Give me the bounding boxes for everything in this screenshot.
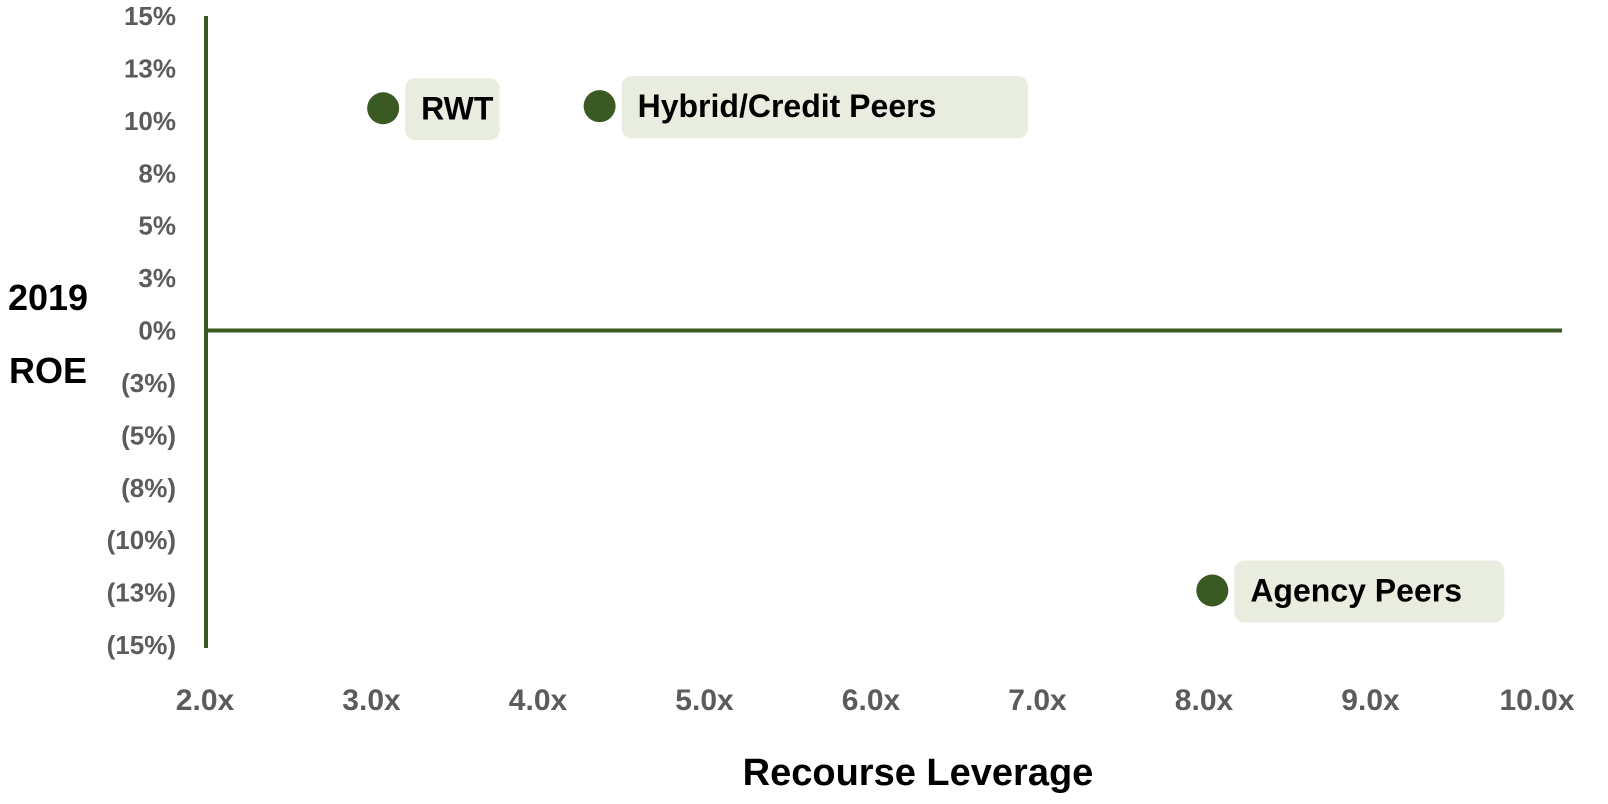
y-tick-label: 8%	[138, 158, 176, 188]
point-label: Hybrid/Credit Peers	[638, 88, 937, 124]
y-tick-label: (15%)	[107, 630, 176, 660]
point-marker	[1196, 574, 1229, 607]
x-axis-label: Recourse Leverage	[743, 752, 1094, 794]
tick-labels: 15% 13% 10% 8% 5% 3% 0% (3%) (5%) (8%) (10%) (13%) (…	[107, 1, 1575, 717]
data-points: RWT Hybrid/Credit Peers Agency Peers	[367, 76, 1505, 623]
x-tick-label: 6.0x	[842, 684, 901, 717]
y-tick-label: 5%	[138, 211, 176, 241]
y-axis-label-line-1: 2019	[8, 277, 88, 318]
y-tick-label: (10%)	[107, 525, 176, 555]
y-tick-label: (3%)	[121, 368, 176, 398]
point-label: Agency Peers	[1250, 572, 1462, 608]
y-tick-label: (8%)	[121, 473, 176, 503]
y-tick-label: 3%	[138, 263, 176, 293]
point-label-box	[405, 78, 500, 141]
point-label-box	[1234, 560, 1505, 623]
x-tick-label: 7.0x	[1008, 684, 1067, 717]
x-tick-label: 2.0x	[176, 684, 235, 717]
y-tick-label: (13%)	[107, 578, 176, 608]
data-point: Hybrid/Credit Peers	[583, 76, 1029, 139]
x-tick-label: 10.0x	[1499, 684, 1574, 717]
y-tick-label: 10%	[124, 106, 176, 136]
y-tick-label: 15%	[124, 1, 176, 31]
x-tick-label: 9.0x	[1341, 684, 1400, 717]
point-marker	[367, 92, 400, 125]
x-tick-label: 5.0x	[675, 684, 734, 717]
x-tick-label: 8.0x	[1175, 684, 1234, 717]
data-point: Agency Peers	[1196, 560, 1505, 623]
y-tick-label: (5%)	[121, 420, 176, 450]
data-point: RWT	[367, 78, 500, 141]
point-marker	[583, 90, 616, 123]
point-label-box	[621, 76, 1029, 139]
y-tick-label: 0%	[138, 316, 176, 346]
x-tick-label: 3.0x	[342, 684, 401, 717]
axes	[204, 16, 1562, 648]
point-label: RWT	[421, 90, 494, 126]
x-tick-label: 4.0x	[509, 684, 568, 717]
y-tick-label: 13%	[124, 53, 176, 83]
y-axis-label-line-2: ROE	[9, 350, 87, 391]
